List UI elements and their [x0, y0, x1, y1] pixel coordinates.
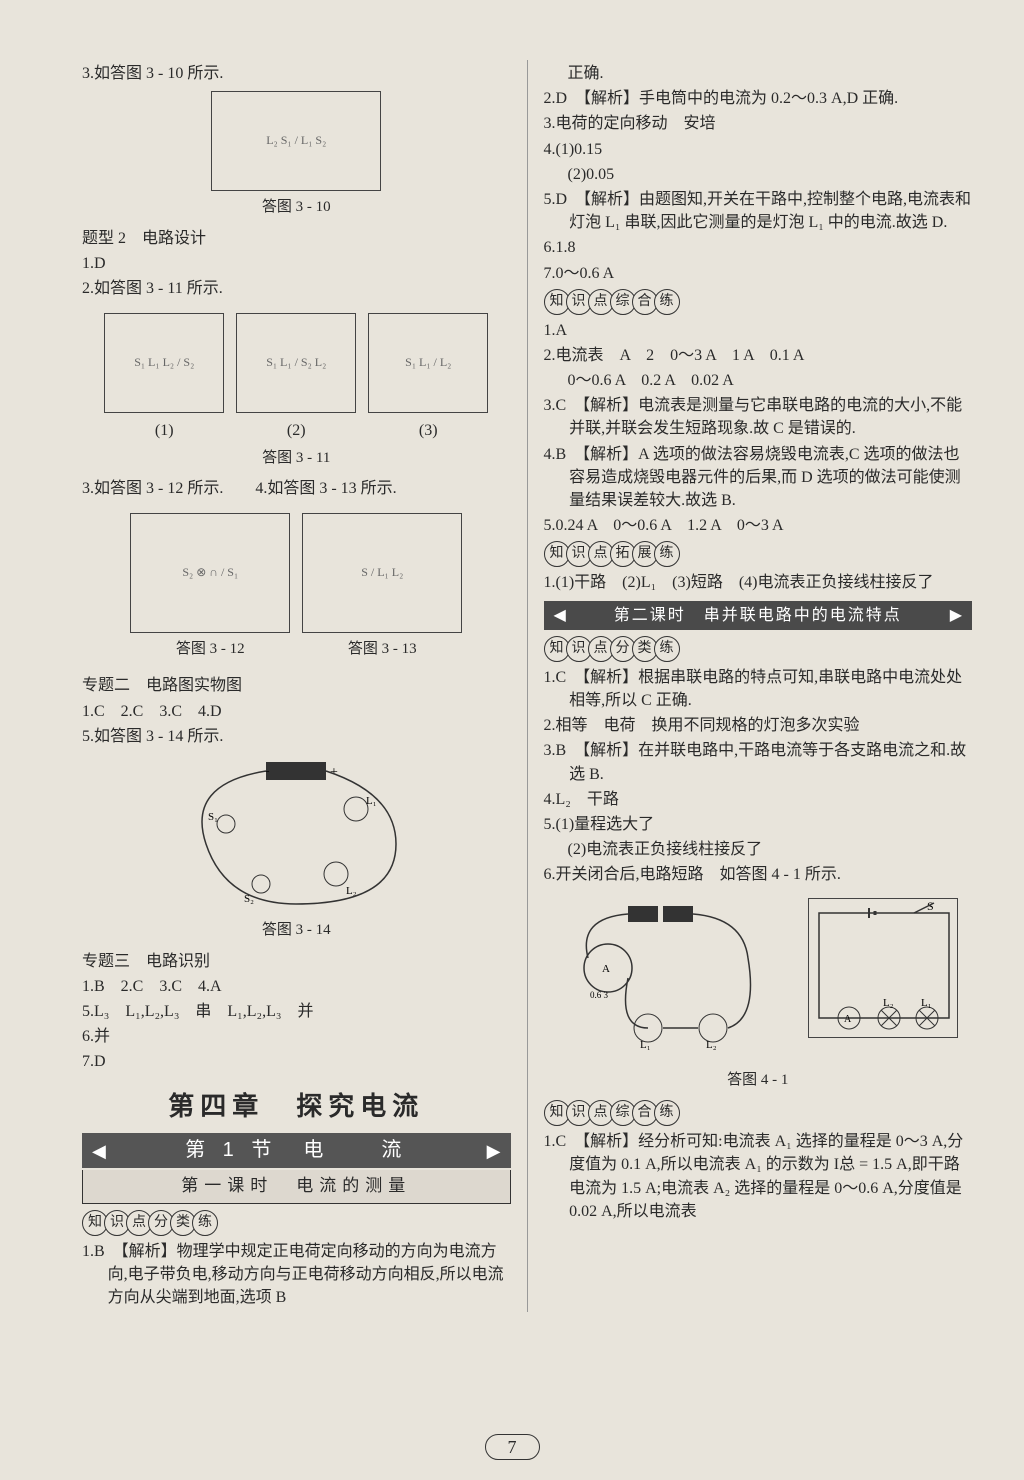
figure-caption: 答图 3 - 12 [130, 639, 290, 661]
text-line: 2.相等 电荷 换用不同规格的灯泡多次实验 [544, 714, 973, 737]
text-line: 1.A [544, 319, 973, 342]
text-line: 2.如答图 3 - 11 所示. [82, 277, 511, 300]
text-line: (2)0.05 [544, 163, 973, 186]
text-line: 1.D [82, 252, 511, 275]
svg-text:A: A [844, 1014, 852, 1025]
left-column: 3.如答图 3 - 10 所示. L₂ S₁ / L₁ S₂ 答图 3 - 10… [70, 60, 523, 1312]
svg-text:A: A [602, 963, 610, 975]
triangle-left-icon: ◀ [92, 1138, 106, 1164]
section-label: 第 1 节 电 流 [106, 1136, 487, 1165]
svg-text:L₂: L₂ [346, 885, 357, 897]
diagram-row-4-1: A 0.6 3 L₁ L₂ S A L₂ L₁ [544, 892, 973, 1064]
diagram-row-3-12-13: S₂ ⊗ ∩ / S₁ 答图 3 - 12 S / L₁ L₂ 答图 3 - 1… [82, 507, 511, 669]
pill-char: 练 [654, 289, 680, 315]
circuit-diagram-4-1-schematic: S A L₂ L₁ [808, 898, 958, 1038]
circuit-diagram-4-1-physical: A 0.6 3 L₁ L₂ [558, 898, 768, 1058]
triangle-right-icon: ▶ [950, 604, 962, 627]
text-line: 5.(1)量程选大了 [544, 813, 973, 836]
text-line: 6.1.8 [544, 236, 973, 259]
subheading: 专题二 电路图实物图 [82, 674, 511, 697]
figure-caption: 答图 3 - 10 [82, 197, 511, 219]
text-line: 3.如答图 3 - 12 所示. 4.如答图 3 - 13 所示. [82, 477, 511, 500]
text-line: 正确. [544, 62, 973, 85]
pill-char: 练 [192, 1210, 218, 1236]
figure-caption: 答图 4 - 1 [544, 1070, 973, 1092]
text-line: 5.0.24 A 0～0.6 A 1.2 A 0～3 A [544, 514, 973, 537]
figure-caption: 答图 3 - 14 [82, 920, 511, 942]
circuit-diagram-3-11-2: S₁ L₁ / S₂ L₂ [236, 313, 356, 413]
svg-text:S₁: S₁ [208, 811, 218, 823]
chapter-title: 第四章 探究电流 [82, 1088, 511, 1126]
pill-heading: 知 识 点 分 类 练 [82, 1210, 511, 1236]
svg-text:L₂: L₂ [706, 1039, 717, 1051]
figure-caption: 答图 3 - 13 [302, 639, 462, 661]
circuit-diagram-3-12: S₂ ⊗ ∩ / S₁ [130, 513, 290, 633]
svg-text:L₂: L₂ [883, 997, 894, 1009]
circuit-diagram-3-11-1: S₁ L₁ L₂ / S₂ [104, 313, 224, 413]
text-line: 5.如答图 3 - 14 所示. [82, 725, 511, 748]
section-header: ◀ 第 1 节 电 流 ▶ [82, 1133, 511, 1168]
right-column: 正确. 2.D 【解析】手电筒中的电流为 0.2～0.3 A,D 正确. 3.电… [532, 60, 985, 1312]
pill-char: 练 [654, 1100, 680, 1126]
text-line: 5.L₃ L₁,L₂,L₃ 串 L₁,L₂,L₃ 并 [82, 1000, 511, 1023]
text-line: 1.C 2.C 3.C 4.D [82, 700, 511, 723]
text-paragraph: 3.B 【解析】在并联电路中,干路电流等于各支路电流之和.故选 B. [544, 739, 973, 785]
text-paragraph: 4.B 【解析】A 选项的做法容易烧毁电流表,C 选项的做法也容易造成烧毁电器元… [544, 443, 973, 513]
circuit-diagram-3-14: −+ S₁ L₁ L₂ S₂ [166, 754, 426, 914]
text-line: (2)电流表正负接线柱接反了 [544, 838, 973, 861]
text-line: 4.L₂ 干路 [544, 788, 973, 811]
text-line: 6.并 [82, 1025, 511, 1048]
circuit-diagram-3-13: S / L₁ L₂ [302, 513, 462, 633]
lesson-bar: ◀ 第二课时 串并联电路中的电流特点 ▶ [544, 601, 973, 630]
text-line: 1.B 2.C 3.C 4.A [82, 975, 511, 998]
subheading: 专题三 电路识别 [82, 950, 511, 973]
svg-text:L₁: L₁ [640, 1039, 651, 1051]
pill-heading: 知 识 点 分 类 练 [544, 636, 973, 662]
text-line: 2.D 【解析】手电筒中的电流为 0.2～0.3 A,D 正确. [544, 87, 973, 110]
text-line: 7.0～0.6 A [544, 262, 973, 285]
physical-circuit-icon: −+ S₁ L₁ L₂ S₂ [166, 754, 426, 914]
svg-text:0.6 3: 0.6 3 [590, 990, 609, 1000]
page-number: 7 [485, 1434, 540, 1460]
text-paragraph: 5.D 【解析】由题图知,开关在干路中,控制整个电路,电流表和灯泡 L₁ 串联,… [544, 188, 973, 234]
circuit-diagram-3-11-3: S₁ L₁ / L₂ [368, 313, 488, 413]
text-paragraph: 3.C 【解析】电流表是测量与它串联电路的电流的大小,不能并联,并联会发生短路现… [544, 394, 973, 440]
sublabel: (2) [287, 422, 306, 439]
pill-char: 练 [654, 636, 680, 662]
svg-text:L₁: L₁ [366, 795, 377, 807]
text-paragraph: 1.(1)干路 (2)L₁ (3)短路 (4)电流表正负接线柱接反了 [544, 571, 973, 594]
pill-char: 练 [654, 541, 680, 567]
diagram-row-3-11: S₁ L₁ L₂ / S₂ (1) S₁ L₁ / S₂ L₂ (2) S₁ L… [82, 307, 511, 442]
sublabel: (3) [419, 422, 438, 439]
lesson-label: 第二课时 串并联电路中的电流特点 [566, 604, 950, 627]
triangle-right-icon: ▶ [487, 1138, 501, 1164]
figure-caption: 答图 3 - 11 [82, 448, 511, 470]
lesson-subtitle: 第一课时 电流的测量 [82, 1170, 511, 1204]
column-divider [527, 60, 528, 1312]
svg-text:S₂: S₂ [244, 893, 254, 905]
text-line: 7.D [82, 1050, 511, 1073]
svg-text:L₁: L₁ [921, 997, 932, 1009]
pill-heading: 知 识 点 综 合 练 [544, 1100, 973, 1126]
sublabel: (1) [155, 422, 174, 439]
subheading: 题型 2 电路设计 [82, 227, 511, 250]
svg-text:−: − [262, 765, 270, 780]
text-line: 0～0.6 A 0.2 A 0.02 A [544, 369, 973, 392]
circuit-diagram-3-10: L₂ S₁ / L₁ S₂ [211, 91, 381, 191]
text-paragraph: 1.B 【解析】物理学中规定正电荷定向移动的方向为电流方向,电子带负电,移动方向… [82, 1240, 511, 1310]
text-line: 3.如答图 3 - 10 所示. [82, 62, 511, 85]
text-paragraph: 1.C 【解析】经分析可知:电流表 A₁ 选择的量程是 0～3 A,分度值为 0… [544, 1130, 973, 1223]
text-line: 6.开关闭合后,电路短路 如答图 4 - 1 所示. [544, 863, 973, 886]
pill-heading: 知 识 点 拓 展 练 [544, 541, 973, 567]
triangle-left-icon: ◀ [554, 604, 566, 627]
text-line: 3.电荷的定向移动 安培 [544, 112, 973, 135]
page-footer: 7 [0, 1434, 1024, 1460]
text-line: 2.电流表 A 2 0～3 A 1 A 0.1 A [544, 344, 973, 367]
text-paragraph: 1.C 【解析】根据串联电路的特点可知,串联电路中电流处处相等,所以 C 正确. [544, 666, 973, 712]
pill-heading: 知 识 点 综 合 练 [544, 289, 973, 315]
text-line: 4.(1)0.15 [544, 138, 973, 161]
